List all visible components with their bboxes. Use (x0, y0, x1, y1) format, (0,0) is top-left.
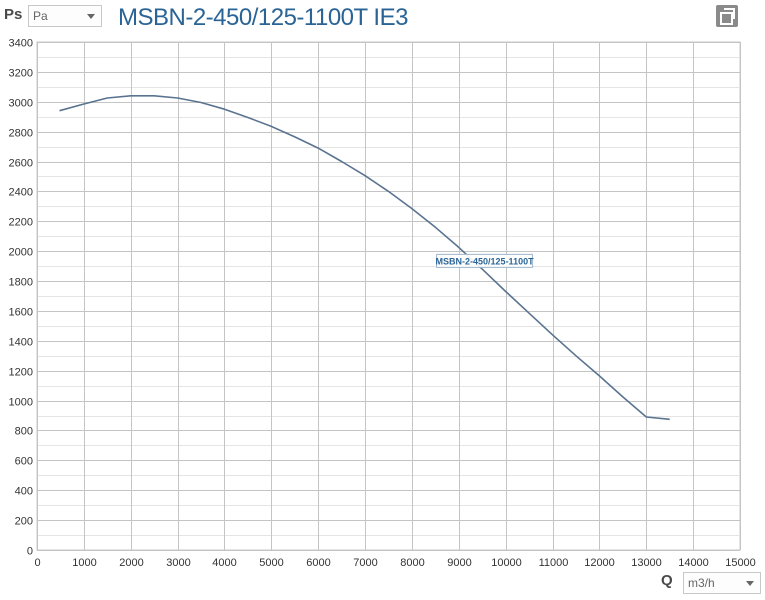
x-tick-label: 11000 (539, 557, 569, 569)
x-tick-label: 14000 (678, 557, 709, 569)
y-tick-label: 400 (15, 486, 33, 498)
y-axis-name: Ps (4, 6, 23, 23)
chart-title: MSBN-2-450/125-1100T IE3 (118, 4, 408, 31)
x-tick-label: 6000 (306, 557, 330, 569)
y-tick-label: 3000 (9, 98, 33, 110)
x-tick-label: 8000 (400, 557, 424, 569)
x-tick-label: 7000 (353, 557, 377, 569)
x-tick-label: 2000 (119, 557, 143, 569)
chevron-down-icon (87, 14, 95, 19)
x-tick-label: 0 (34, 557, 40, 569)
flow-unit-value: m3/h (688, 576, 715, 590)
y-tick-label: 3400 (9, 38, 33, 50)
chevron-down-icon (746, 581, 754, 586)
y-tick-label: 600 (15, 456, 33, 468)
x-tick-label: 5000 (259, 557, 283, 569)
x-axis-name: Q (661, 572, 673, 589)
x-tick-label: 15000 (725, 557, 756, 569)
pressure-unit-select[interactable]: Pa (28, 5, 102, 27)
annotation-layer: MSBN-2-450/125-1100T (436, 253, 535, 268)
y-tick-label: 2000 (9, 247, 33, 259)
series-label: MSBN-2-450/125-1100T (436, 256, 535, 266)
copy-icon-front (720, 12, 733, 25)
y-tick-label: 1600 (9, 307, 33, 319)
x-tick-label: 1000 (72, 557, 96, 569)
series-line (59, 95, 670, 421)
y-tick-label: 0 (27, 546, 33, 558)
y-tick-label: 2400 (9, 187, 33, 199)
x-tick-label: 12000 (584, 557, 615, 569)
y-tick-label: 800 (15, 426, 33, 438)
axis-layer: 0 200 400 600 800 1000 1200 1400 1600 1800 2000 220… (9, 38, 756, 570)
y-tick-label: 2600 (9, 158, 33, 170)
x-tick-label: 9000 (447, 557, 471, 569)
copy-icon (724, 8, 735, 19)
x-tick-label: 10000 (491, 557, 522, 569)
y-tick-label: 1200 (9, 367, 33, 379)
pressure-unit-value: Pa (33, 9, 48, 23)
flow-unit-select[interactable]: m3/h (683, 572, 761, 594)
y-tick-label: 2800 (9, 128, 33, 140)
series-layer (59, 95, 670, 421)
grid-layer (36, 41, 741, 551)
x-tick-label: 3000 (166, 557, 190, 569)
x-tick-label: 13000 (631, 557, 662, 569)
y-tick-label: 200 (15, 516, 33, 528)
x-tick-label: 4000 (212, 557, 236, 569)
y-tick-label: 3200 (9, 68, 33, 80)
y-tick-label: 1800 (9, 277, 33, 289)
y-tick-label: 2200 (9, 217, 33, 229)
y-tick-label: 1400 (9, 337, 33, 349)
y-tick-label: 1000 (9, 397, 33, 409)
series-label-box (436, 253, 534, 268)
copy-button[interactable] (716, 5, 738, 27)
